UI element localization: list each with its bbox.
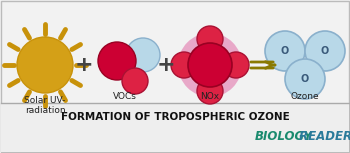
Text: O: O <box>321 46 329 56</box>
Circle shape <box>265 31 305 71</box>
Circle shape <box>17 37 73 93</box>
Circle shape <box>178 33 242 97</box>
Circle shape <box>122 68 148 94</box>
Circle shape <box>188 43 232 87</box>
Text: READER: READER <box>295 131 350 144</box>
Circle shape <box>285 59 325 99</box>
Circle shape <box>197 78 223 104</box>
Text: +: + <box>75 55 93 75</box>
Text: +: + <box>157 55 175 75</box>
Text: Ozone: Ozone <box>291 92 319 101</box>
Text: NOx: NOx <box>201 92 219 101</box>
Text: Solar UV-
radiation: Solar UV- radiation <box>24 96 66 115</box>
Circle shape <box>197 26 223 52</box>
Circle shape <box>305 31 345 71</box>
FancyBboxPatch shape <box>1 104 349 152</box>
Text: O: O <box>281 46 289 56</box>
Circle shape <box>223 52 249 78</box>
Text: FORMATION OF TROPOSPHERIC OZONE: FORMATION OF TROPOSPHERIC OZONE <box>61 112 289 122</box>
Text: BIOLOGY: BIOLOGY <box>255 131 313 144</box>
Text: O: O <box>301 74 309 84</box>
Text: VOCs: VOCs <box>113 92 137 101</box>
Circle shape <box>126 38 160 72</box>
Circle shape <box>171 52 197 78</box>
Circle shape <box>98 42 136 80</box>
